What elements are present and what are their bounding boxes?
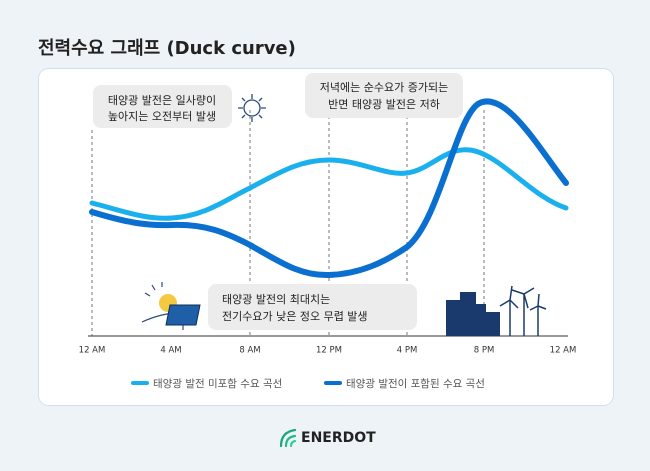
x-axis-label: 4 PM <box>397 346 418 356</box>
annotation-box <box>208 284 417 330</box>
demand-curve-with-solar <box>89 98 569 279</box>
annotation-box <box>93 85 232 128</box>
city-icon <box>446 285 547 336</box>
annotation: 반면 태양광 발전은 저하 <box>328 97 440 111</box>
sun-icon <box>238 94 266 122</box>
demand-curve-without-solar <box>89 147 569 221</box>
annotation: 저녁에는 순수요가 증가되는 <box>320 81 448 94</box>
annotation-box <box>305 73 463 118</box>
legend-label: 태양광 발전 미포함 수요 곡선 <box>153 378 282 390</box>
annotation: 높아지는 오전부터 발생 <box>108 110 216 123</box>
x-axis-label: 8 AM <box>239 346 260 356</box>
brand-logo <box>279 428 297 448</box>
legend-label: 태양광 발전이 포함된 수요 곡선 <box>346 378 485 390</box>
x-axis-label: 12 AM <box>79 346 106 356</box>
x-axis-label: 12 PM <box>316 346 342 356</box>
annotation: 전기수요가 낮은 정오 무렵 발생 <box>222 310 368 323</box>
annotation: 태양광 발전은 일사량이 <box>108 93 216 107</box>
x-axis-labels: 12 AM 4 AM 8 AM 12 PM 4 PM 8 PM 12 AM <box>79 346 577 356</box>
x-axis-label: 8 PM <box>474 346 495 356</box>
annotation: 태양광 발전의 최대치는 <box>222 293 330 306</box>
x-axis-label: 4 AM <box>160 346 181 356</box>
solar-panel-icon <box>141 282 201 330</box>
title: 전력수요 그래프 (Duck curve) <box>38 38 296 59</box>
x-axis-label: 12 AM <box>550 346 577 356</box>
brand-name: ENERDOT <box>301 430 376 446</box>
